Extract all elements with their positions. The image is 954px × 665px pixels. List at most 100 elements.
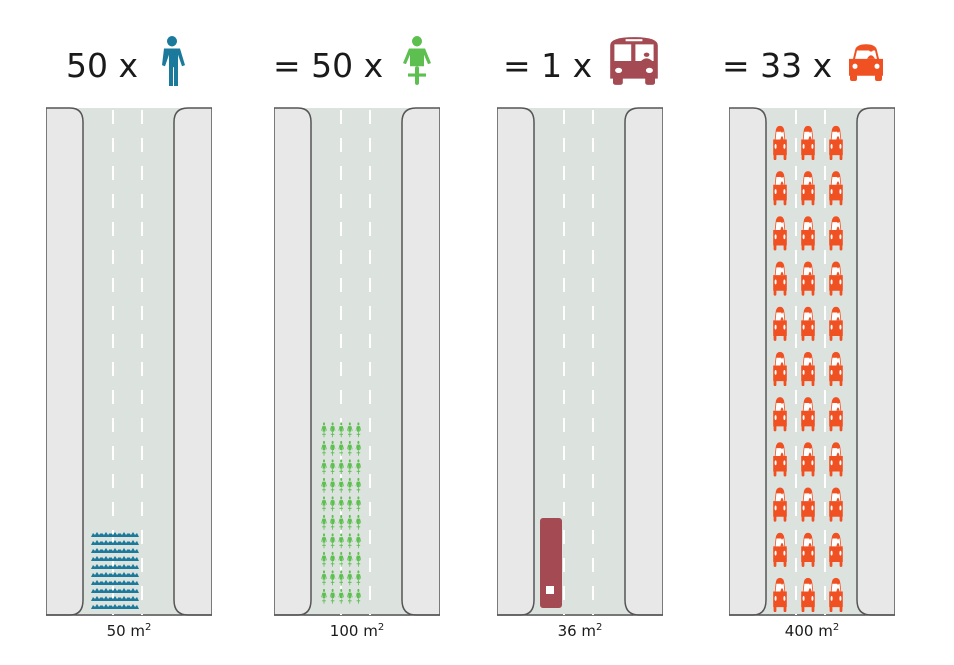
sidewalk-left — [46, 107, 84, 616]
bicycle-mark — [347, 588, 353, 604]
pedestrian-mark — [91, 572, 103, 577]
sidewalk-left — [497, 107, 535, 616]
pedestrian-mark — [109, 604, 121, 609]
pedestrian-mark — [127, 556, 139, 561]
bicycle-mark — [347, 477, 353, 493]
bicycle-mark — [347, 533, 353, 549]
road-surface — [76, 108, 182, 616]
pedestrian-mark — [127, 564, 139, 569]
area-label-car: 400 m2 — [784, 622, 840, 640]
bicycle-mark — [347, 422, 353, 438]
road-surface — [304, 108, 410, 616]
bicycle-mark — [321, 496, 327, 512]
pedestrian-mark — [127, 588, 139, 593]
pedestrian-mark — [109, 580, 121, 585]
header-text: = 1 x — [503, 45, 593, 85]
car-mark — [773, 532, 787, 567]
car-mark — [801, 261, 815, 296]
car-mark — [829, 125, 843, 161]
header-bicycle: = 50 x — [273, 36, 437, 90]
header-pedestrian: 50 x — [66, 36, 192, 90]
pedestrian-mark — [127, 548, 139, 553]
car-mark — [801, 532, 815, 567]
pedestrian-mark — [118, 548, 130, 553]
pedestrian-mark — [118, 556, 130, 561]
car-mark — [801, 487, 815, 522]
car-icon — [832, 40, 886, 90]
car-mark — [801, 351, 815, 387]
car-mark — [773, 125, 787, 161]
bus-icon — [592, 35, 662, 95]
header-text: 50 x — [66, 45, 139, 85]
car-mark — [801, 216, 815, 251]
car-mark — [773, 351, 787, 387]
car-mark — [829, 577, 843, 613]
pedestrian-mark — [100, 540, 112, 545]
pedestrian-mark — [109, 588, 121, 593]
pedestrian-mark — [100, 596, 112, 601]
bicycle-mark — [321, 440, 327, 456]
pedestrian-mark — [118, 580, 130, 585]
area-label-bicycle: 100 m2 — [329, 622, 385, 640]
pedestrian-mark — [118, 532, 130, 537]
pedestrian-mark — [100, 564, 112, 569]
car-mark — [773, 261, 787, 296]
pedestrian-mark — [118, 572, 130, 577]
car-mark — [829, 261, 843, 296]
car-mark — [829, 216, 843, 251]
sidewalk-right — [401, 107, 440, 616]
bicycle-icon — [383, 35, 437, 95]
car-mark — [829, 487, 843, 522]
bicycle-mark — [321, 588, 327, 604]
car-mark — [829, 442, 843, 477]
bicycle-mark — [321, 533, 327, 549]
car-mark — [773, 171, 787, 206]
pedestrian-mark — [109, 548, 121, 553]
header-text: = 50 x — [273, 45, 384, 85]
pedestrian-mark — [100, 580, 112, 585]
pedestrian-mark — [91, 540, 103, 545]
road-bus — [497, 107, 663, 616]
pedestrian-mark — [118, 596, 130, 601]
bicycle-mark — [321, 514, 327, 530]
car-mark — [773, 397, 787, 432]
pedestrian-mark — [127, 572, 139, 577]
pedestrian-mark — [109, 532, 121, 537]
sidewalk-right — [856, 107, 895, 616]
bicycle-mark — [321, 422, 327, 438]
bicycle-mark — [321, 459, 327, 475]
car-mark — [829, 306, 843, 341]
pedestrian-mark — [100, 548, 112, 553]
pedestrian-mark — [127, 580, 139, 585]
car-mark — [773, 442, 787, 477]
car-mark — [801, 397, 815, 432]
road-car — [729, 107, 895, 616]
pedestrian-mark — [109, 564, 121, 569]
bicycle-mark — [347, 440, 353, 456]
pedestrian-mark — [109, 556, 121, 561]
bicycle-mark — [347, 459, 353, 475]
bus-mark — [540, 518, 562, 608]
car-mark — [773, 306, 787, 341]
pedestrian-mark — [118, 604, 130, 609]
pedestrian-mark — [91, 532, 103, 537]
car-mark — [829, 351, 843, 387]
header-bus: = 1 x — [503, 37, 662, 90]
pedestrian-mark — [127, 540, 139, 545]
area-label-pedestrian: 50 m2 — [106, 622, 152, 640]
pedestrian-mark — [118, 564, 130, 569]
pedestrian-mark — [100, 556, 112, 561]
car-mark — [801, 306, 815, 341]
car-mark — [773, 216, 787, 251]
pedestrian-mark — [91, 564, 103, 569]
pedestrian-mark — [100, 572, 112, 577]
road-pedestrian — [46, 107, 212, 616]
car-mark — [829, 532, 843, 567]
sidewalk-right — [173, 107, 212, 616]
area-label-bus: 36 m2 — [557, 622, 603, 640]
sidewalk-left — [729, 107, 767, 616]
road-bicycle — [274, 107, 440, 616]
pedestrian-mark — [100, 588, 112, 593]
bicycle-mark — [347, 496, 353, 512]
car-mark — [829, 171, 843, 206]
